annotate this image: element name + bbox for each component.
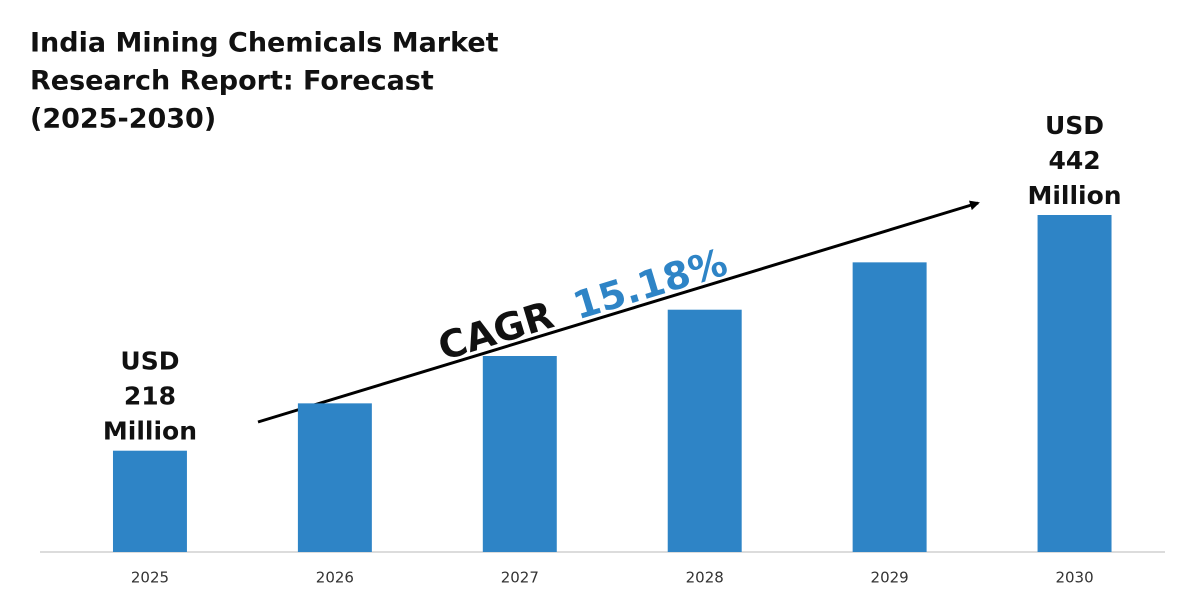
x-tick-label: 2028 [686,569,724,587]
value-label: 442 [1048,146,1100,175]
x-tick-label: 2026 [316,569,354,587]
bar [852,262,927,552]
x-tick-label: 2027 [501,569,539,587]
bar [112,450,187,552]
x-tick-label: 2030 [1055,569,1093,587]
chart-title: India Mining Chemicals Market Research R… [30,28,499,135]
bar [482,356,557,552]
title-line: India Mining Chemicals Market [30,28,499,59]
title-line: (2025-2030) [30,104,216,135]
bar [667,309,742,552]
value-label: Million [1027,181,1121,210]
x-tick-label: 2025 [131,569,169,587]
x-tick-label: 2029 [871,569,909,587]
bar [1037,215,1112,552]
value-label: USD [1045,111,1104,140]
bar [297,403,372,552]
value-label: 218 [124,382,176,411]
title-line: Research Report: Forecast [30,66,434,97]
cagr-arrow [257,200,980,424]
value-label: USD [120,347,179,376]
value-label: Million [103,417,197,446]
